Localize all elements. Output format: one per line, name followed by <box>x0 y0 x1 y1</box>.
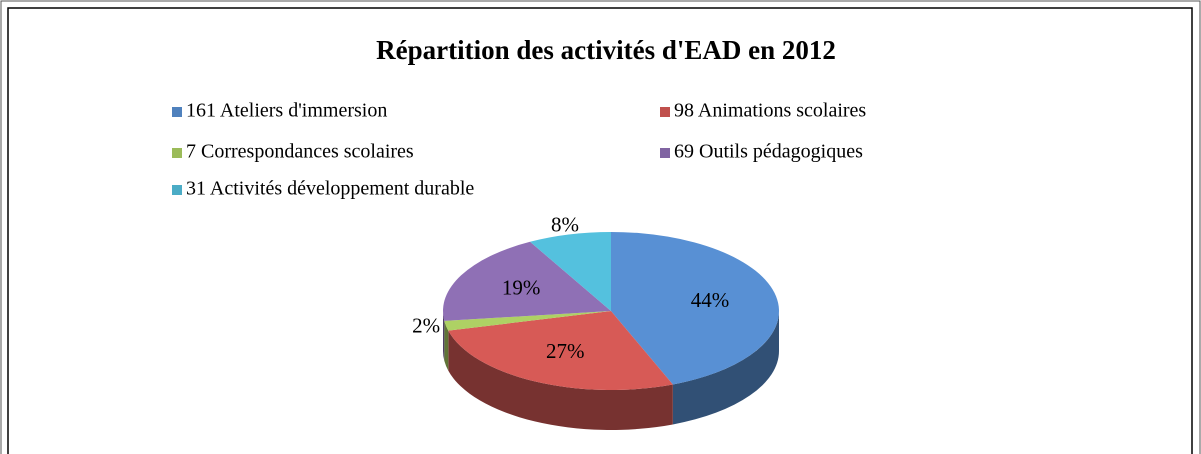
data-label: 2% <box>412 313 440 337</box>
chart-title: Répartition des activités d'EAD en 2012 <box>376 35 836 65</box>
legend-label: 98 Animations scolaires <box>674 100 866 122</box>
legend-swatch <box>660 107 670 117</box>
legend-label: 31 Activités développement durable <box>186 178 474 200</box>
slice <box>443 241 611 321</box>
legend-swatch <box>172 185 182 195</box>
legend-swatch <box>660 148 670 158</box>
slice <box>448 311 673 390</box>
legend-swatch <box>172 107 182 117</box>
slice-side <box>443 311 445 361</box>
slice <box>444 311 611 331</box>
chart-frame <box>7 7 1193 454</box>
legend-swatch <box>172 148 182 158</box>
data-label: 19% <box>502 275 541 299</box>
slice-side <box>444 320 449 371</box>
slice-side <box>672 311 779 425</box>
legend-label: 69 Outils pédagogiques <box>674 141 863 163</box>
legend-label: 7 Correspondances scolaires <box>186 141 414 163</box>
data-label: 44% <box>691 288 730 312</box>
data-label: 8% <box>551 213 579 237</box>
slice <box>530 232 611 311</box>
data-label: 27% <box>546 339 585 363</box>
slice <box>611 232 779 385</box>
slice-side <box>448 330 673 430</box>
legend-label: 161 Ateliers d'immersion <box>186 100 387 122</box>
